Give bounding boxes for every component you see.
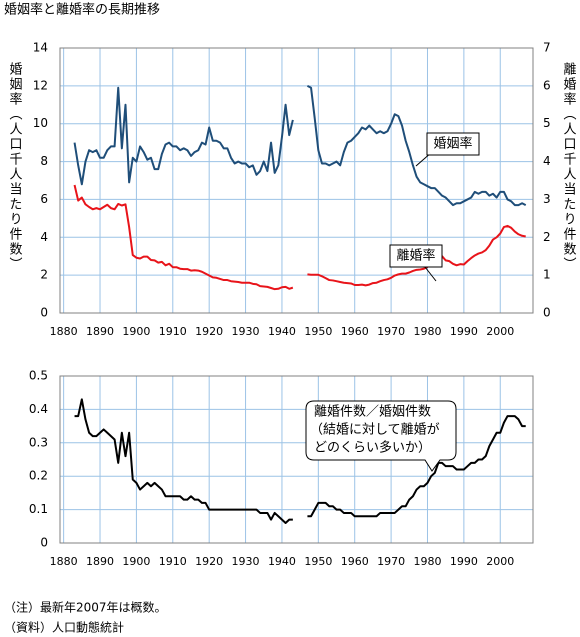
x-tick-label: 1890 <box>86 555 114 568</box>
y-tick-label: 0 <box>40 306 48 320</box>
x-tick-label: 1950 <box>304 555 332 568</box>
x-tick-label: 1920 <box>195 325 223 338</box>
y-tick-label: 0.4 <box>29 402 48 416</box>
y-tick-label: 10 <box>33 116 48 130</box>
y2-tick-label: 6 <box>543 78 551 92</box>
x-tick-label: 1990 <box>450 555 478 568</box>
x-tick-label: 1990 <box>450 325 478 338</box>
x-tick-label: 1940 <box>268 555 296 568</box>
y2-tick-label: 0 <box>543 306 551 320</box>
annotation: （結婚に対して離婚が <box>310 423 440 438</box>
y-tick-label: 6 <box>40 192 48 206</box>
note: （注）最新年2007年は概数。 <box>4 600 167 615</box>
x-tick-label: 2000 <box>486 555 514 568</box>
x-tick-label: 1940 <box>268 325 296 338</box>
x-tick-label: 1970 <box>377 325 405 338</box>
callout-box <box>389 244 443 268</box>
y2-tick-label: 4 <box>543 154 551 168</box>
y-tick-label: 14 <box>33 41 48 55</box>
y2-tick-label: 5 <box>543 116 551 130</box>
x-tick-label: 1930 <box>232 555 260 568</box>
y-tick-label: 0 <box>40 536 48 550</box>
y-tick-label: 0.2 <box>29 469 48 483</box>
y-tick-label: 2 <box>40 268 48 282</box>
x-tick-label: 1880 <box>50 325 78 338</box>
y-tick-label: 0.5 <box>29 369 48 383</box>
note: （資料）人口動態統計 <box>4 620 124 635</box>
y2-tick-label: 2 <box>543 230 551 244</box>
series-label: 婚姻率 <box>433 136 472 152</box>
x-tick-label: 1960 <box>341 555 369 568</box>
x-tick-label: 1910 <box>159 325 187 338</box>
series-label: 離婚件数／婚姻件数 <box>314 405 431 420</box>
y-tick-label: 12 <box>33 78 48 92</box>
y2-axis-label: 離婚率（人口千人当たり件数） <box>561 62 577 272</box>
x-tick-label: 2000 <box>486 325 514 338</box>
x-tick-label: 1950 <box>304 325 332 338</box>
callout-pointer <box>424 266 437 282</box>
annotation: どのくらい多いか） <box>314 440 431 456</box>
x-tick-label: 1890 <box>86 325 114 338</box>
x-tick-label: 1910 <box>159 555 187 568</box>
x-tick-label: 1920 <box>195 555 223 568</box>
speech-bubble <box>305 400 457 472</box>
x-tick-label: 1900 <box>122 555 150 568</box>
data-line <box>73 184 526 291</box>
callout-box <box>426 132 480 156</box>
chart-title: 婚姻率と離婚率の長期推移 <box>4 2 160 18</box>
x-tick-label: 1880 <box>50 555 78 568</box>
data-line <box>74 398 526 524</box>
data-line <box>73 84 527 207</box>
y2-tick-label: 3 <box>543 192 551 206</box>
plot-frame <box>59 375 534 544</box>
x-tick-label: 1900 <box>122 325 150 338</box>
y-tick-label: 4 <box>40 230 48 244</box>
y-tick-label: 8 <box>40 154 48 168</box>
plot-frame <box>59 47 534 314</box>
x-tick-label: 1960 <box>341 325 369 338</box>
y2-tick-label: 1 <box>543 268 551 282</box>
x-tick-label: 1980 <box>413 555 441 568</box>
y-tick-label: 0.3 <box>29 435 48 449</box>
y-axis-label: 婚姻率（人口千人当たり件数） <box>7 62 23 272</box>
x-tick-label: 1970 <box>377 555 405 568</box>
y-tick-label: 0.1 <box>29 502 48 516</box>
x-tick-label: 1930 <box>232 325 260 338</box>
x-tick-label: 1980 <box>413 325 441 338</box>
series-label: 離婚率 <box>396 248 435 264</box>
y2-tick-label: 7 <box>543 41 551 55</box>
